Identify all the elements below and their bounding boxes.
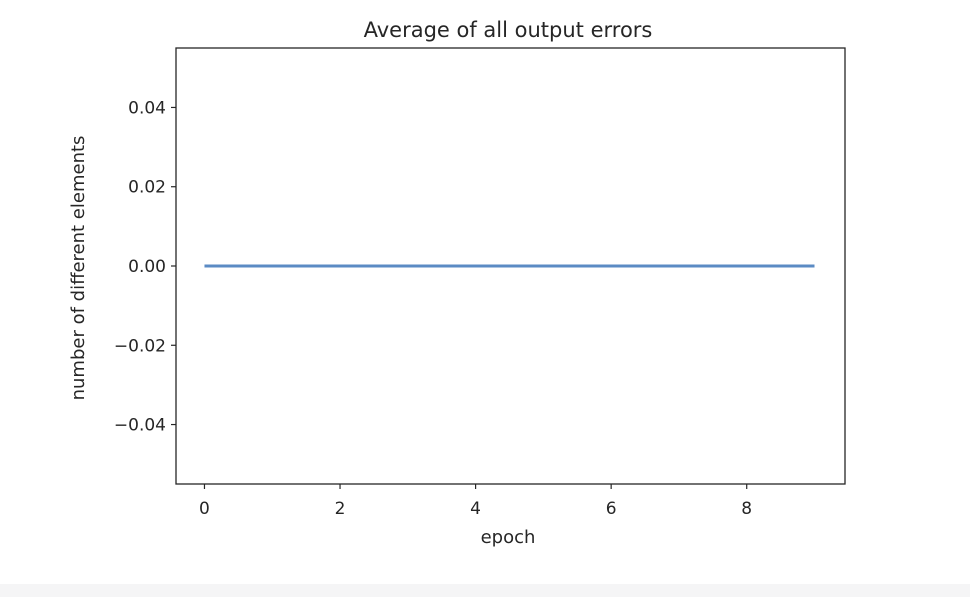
chart-container: Average of all output errors 0.04 0.02 0.0… [68,18,846,548]
x-tick-label: 6 [606,499,617,519]
y-tick-label: 0.02 [128,178,166,198]
x-axis-label: epoch [481,527,536,548]
y-axis-label: number of different elements [68,136,89,401]
x-tick-label: 8 [741,499,752,519]
x-tick-label: 2 [335,499,346,519]
x-axis-ticks: 0 2 4 6 8 [199,484,752,519]
y-tick-label: 0.04 [128,98,166,118]
y-tick-label: −0.04 [114,416,166,436]
x-tick-label: 4 [470,499,481,519]
x-tick-label: 0 [199,499,210,519]
chart-title: Average of all output errors [364,18,653,42]
line-chart: Average of all output errors 0.040.020.0… [68,18,846,548]
y-tick-label: 0.00 [128,257,166,277]
page-footer-strip [0,584,970,597]
y-tick-label: −0.02 [114,336,166,356]
y-axis-ticks: 0.04 0.02 0.00 −0.02 −0.04 [114,98,176,436]
